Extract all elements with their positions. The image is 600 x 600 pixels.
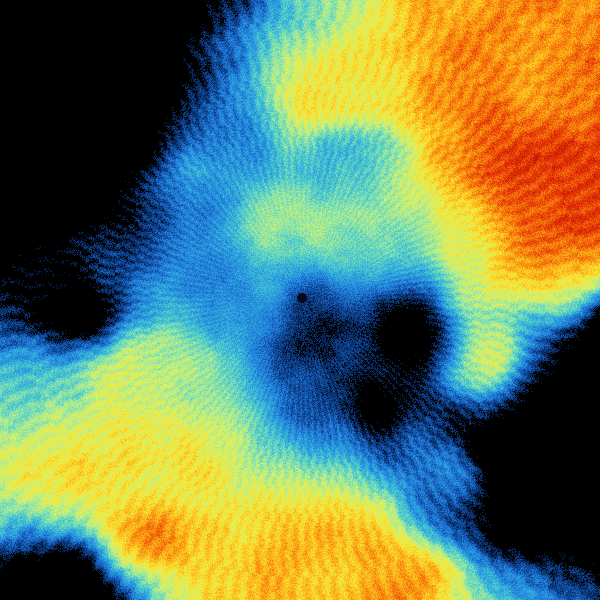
- radar-image-viewport: [0, 0, 600, 600]
- radar-reflectivity-heatmap: [0, 0, 600, 600]
